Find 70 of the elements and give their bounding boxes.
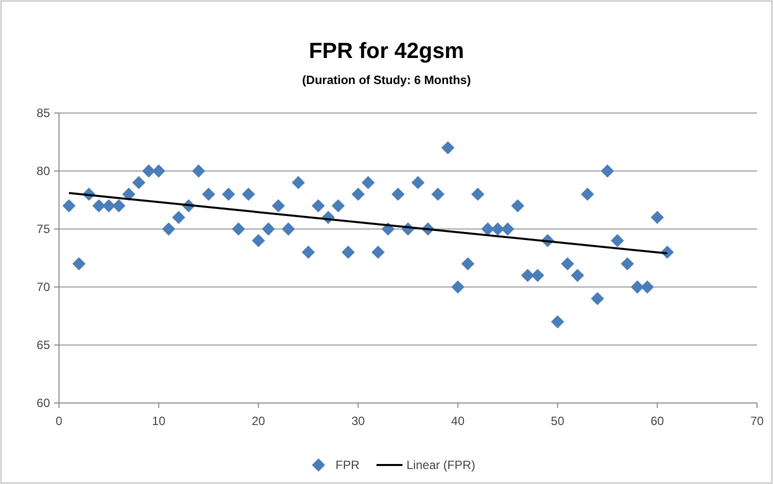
- point: [342, 246, 355, 259]
- point: [600, 164, 614, 178]
- y-tick-label: 75: [36, 222, 50, 236]
- x-tick-label: 40: [451, 414, 465, 428]
- y-tick-label: 65: [36, 338, 50, 352]
- point: [531, 268, 544, 282]
- x-tick-label: 10: [152, 414, 166, 428]
- point: [102, 199, 116, 212]
- point: [362, 176, 375, 190]
- point: [630, 280, 644, 294]
- point: [142, 164, 156, 178]
- point: [162, 222, 176, 236]
- x-tick-label: 70: [750, 414, 764, 428]
- point: [650, 210, 664, 224]
- point: [282, 222, 295, 236]
- legend-label: Linear (FPR): [406, 458, 476, 472]
- point: [272, 199, 285, 212]
- chart-subtitle: (Duration of Study: 6 Months): [302, 73, 471, 87]
- point: [551, 315, 564, 328]
- x-tick-label: 30: [351, 414, 366, 428]
- point: [610, 234, 624, 248]
- point: [391, 188, 405, 201]
- x-tick-label: 0: [56, 414, 63, 428]
- point: [481, 222, 494, 236]
- point: [332, 199, 345, 212]
- point: [112, 199, 126, 212]
- y-tick-label: 60: [36, 396, 50, 410]
- point: [570, 268, 584, 282]
- point: [451, 280, 464, 294]
- point: [122, 188, 136, 201]
- point: [172, 210, 186, 224]
- point: [252, 234, 265, 248]
- legend-label: FPR: [336, 458, 360, 472]
- x-tick-label: 20: [252, 414, 266, 428]
- x-tick-label: 60: [650, 414, 664, 428]
- point: [471, 188, 484, 201]
- x-tick-label: 50: [550, 414, 565, 428]
- point: [461, 257, 474, 270]
- point: [262, 222, 275, 236]
- point: [352, 188, 365, 201]
- point: [152, 164, 166, 178]
- chart-title: FPR for 42gsm: [308, 38, 464, 63]
- point: [72, 257, 86, 270]
- point: [521, 268, 534, 282]
- point: [411, 176, 425, 190]
- point: [62, 199, 76, 212]
- point: [222, 188, 236, 201]
- point: [232, 222, 246, 236]
- point: [202, 188, 216, 201]
- point: [590, 292, 604, 306]
- point: [292, 176, 305, 190]
- point: [132, 176, 146, 190]
- point: [640, 280, 654, 294]
- point: [511, 199, 524, 212]
- point: [580, 188, 594, 201]
- point: [312, 199, 325, 212]
- y-tick-label: 70: [36, 280, 50, 294]
- point: [431, 188, 444, 201]
- point: [92, 199, 106, 212]
- point: [441, 141, 454, 154]
- point: [501, 222, 514, 236]
- point: [372, 246, 385, 259]
- point: [560, 257, 574, 270]
- point: [491, 222, 504, 236]
- y-tick-label: 85: [36, 106, 50, 120]
- point: [620, 257, 634, 270]
- point: [192, 164, 206, 178]
- point: [302, 246, 315, 259]
- point: [242, 188, 256, 201]
- y-tick-label: 80: [36, 164, 50, 178]
